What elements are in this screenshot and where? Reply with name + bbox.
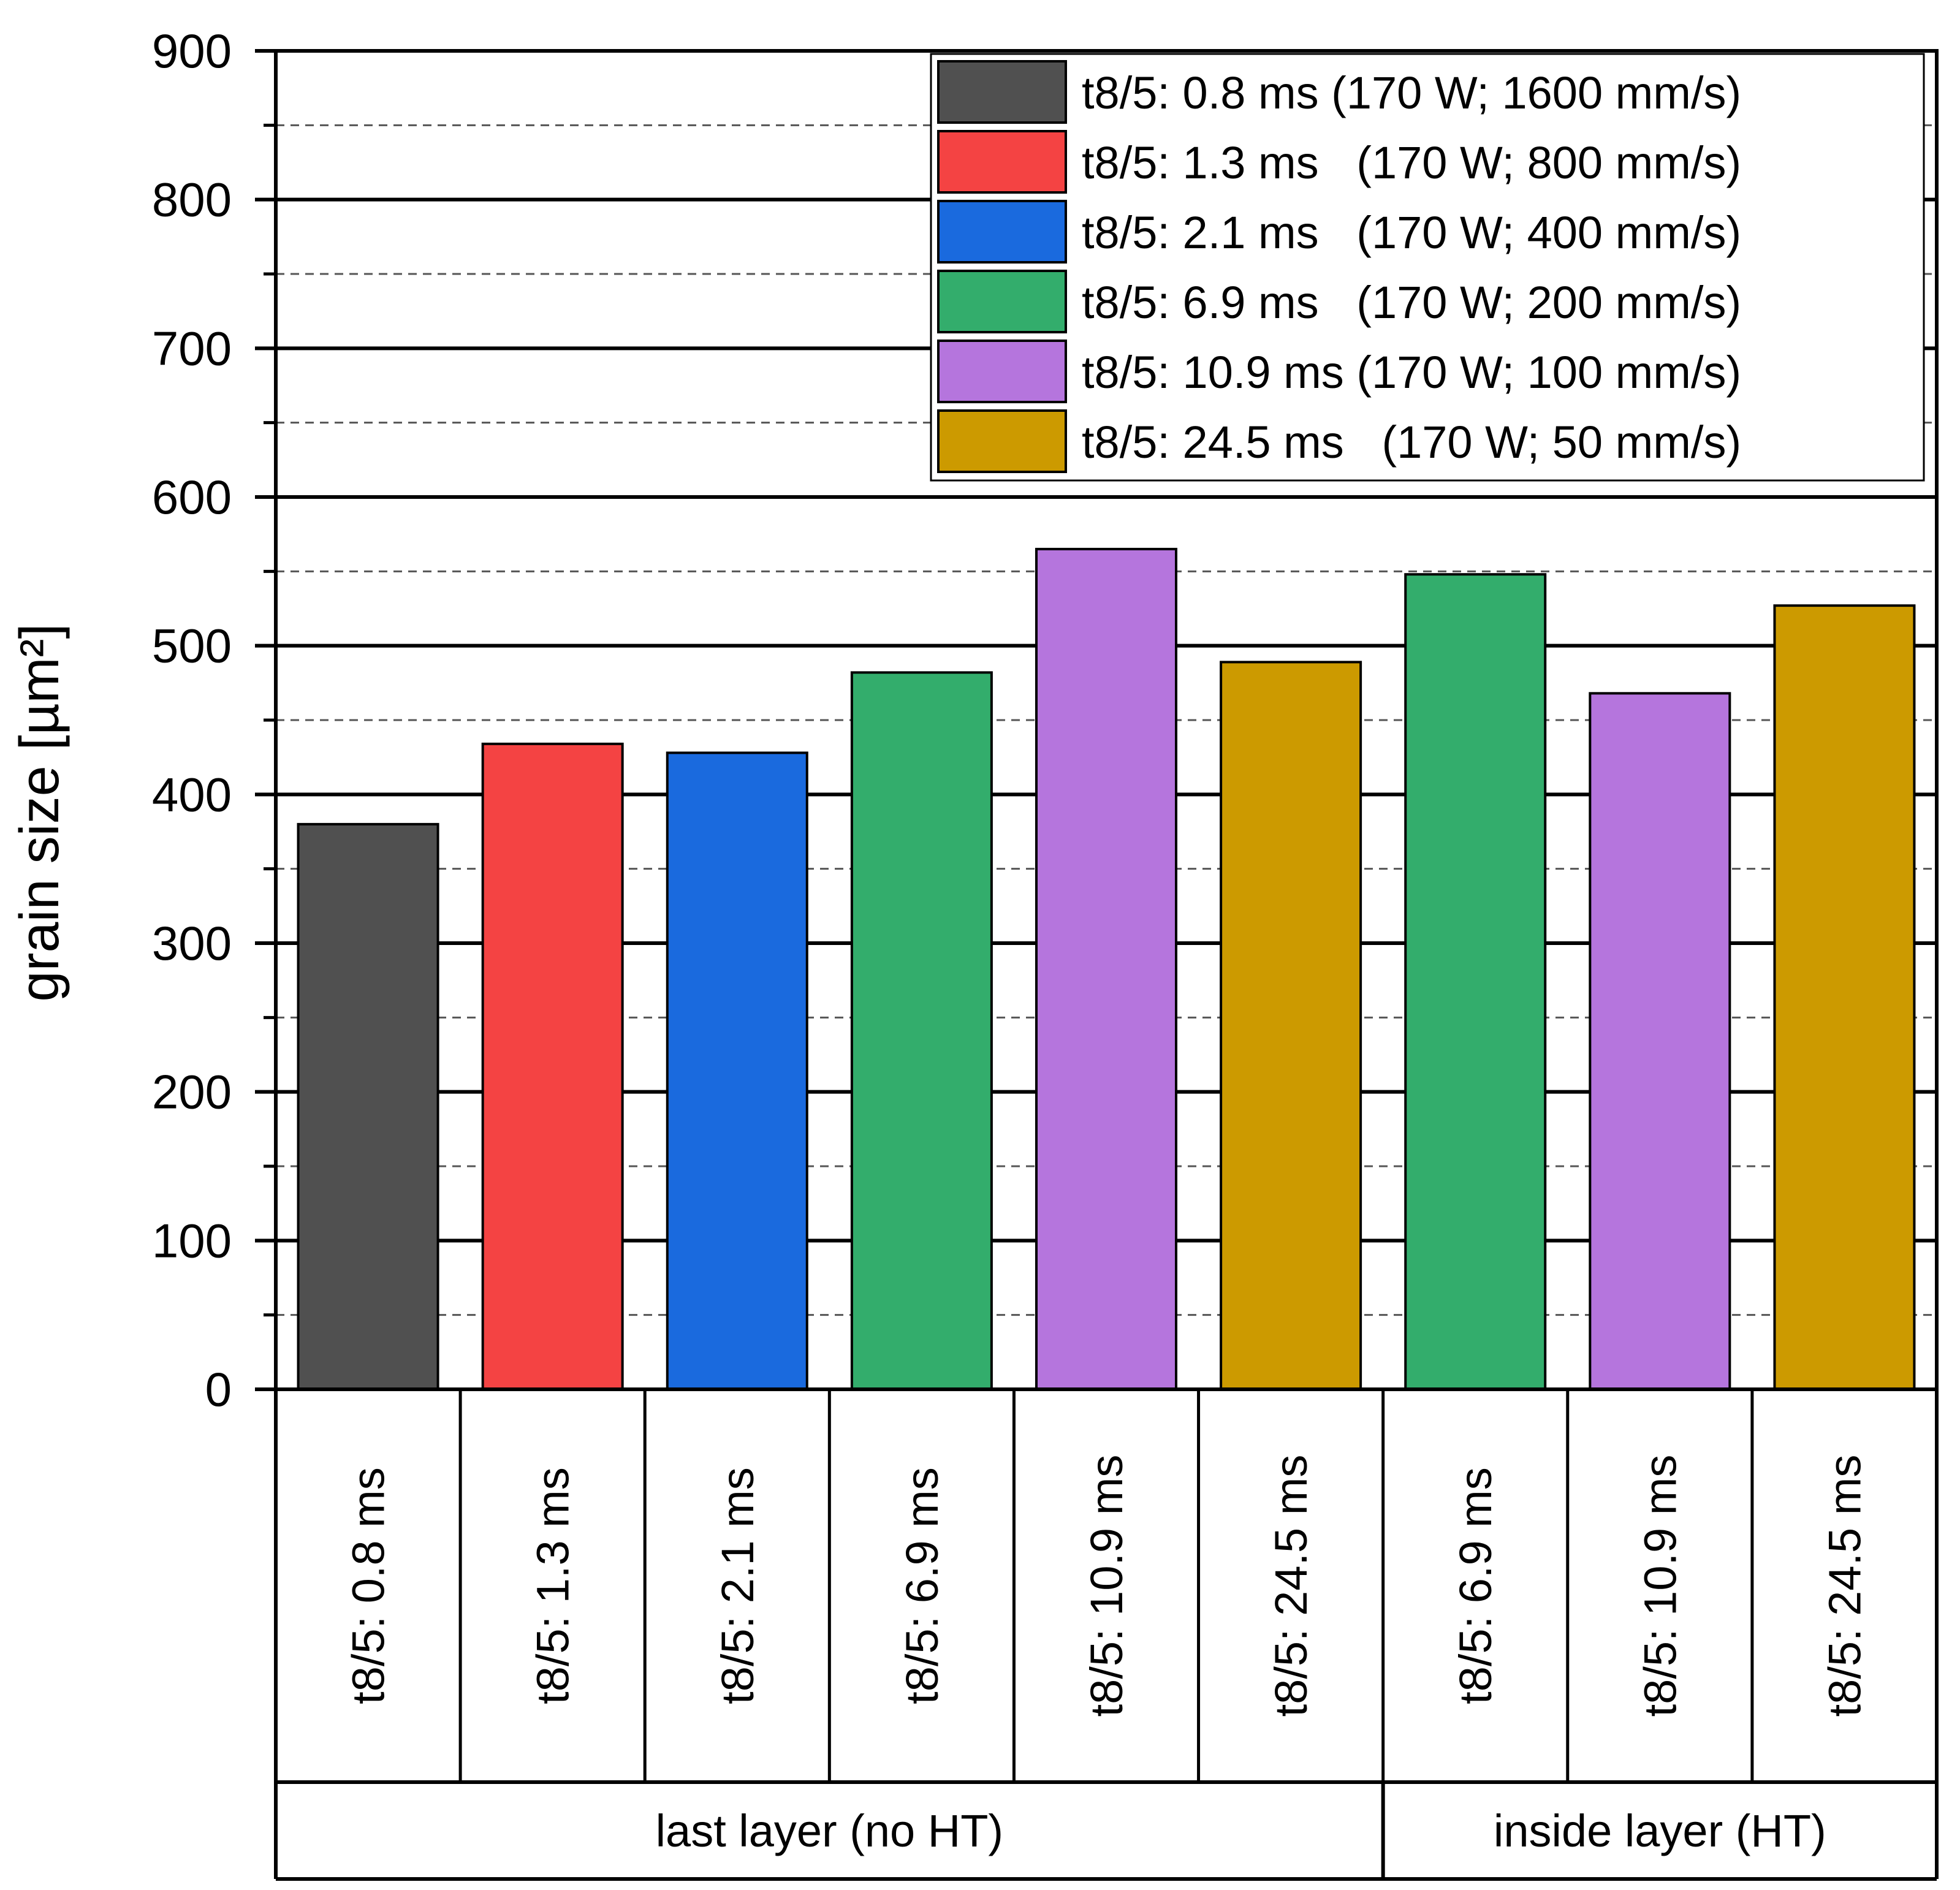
category-label: t8/5: 2.1 ms <box>712 1467 763 1704</box>
bar <box>1773 604 1916 1391</box>
legend-swatch <box>937 409 1067 473</box>
legend-label: t8/5: 0.8 ms (170 W; 1600 mm/s) <box>1082 67 1741 118</box>
legend-swatch <box>937 340 1067 403</box>
legend-swatch <box>937 130 1067 194</box>
bar <box>1404 573 1547 1391</box>
category-label: t8/5: 6.9 ms <box>897 1467 948 1704</box>
category-label: t8/5: 10.9 ms <box>1081 1455 1132 1717</box>
y-tick-label: 900 <box>152 24 232 78</box>
category-label: t8/5: 6.9 ms <box>1450 1467 1501 1704</box>
legend: t8/5: 0.8 ms (170 W; 1600 mm/s) t8/5: 1.3… <box>930 53 1925 482</box>
bars <box>297 547 1916 1391</box>
bar <box>666 751 808 1391</box>
legend-label: t8/5: 10.9 ms (170 W; 100 mm/s) <box>1082 347 1741 398</box>
legend-box <box>930 53 1925 482</box>
y-tick-label: 0 <box>205 1362 232 1416</box>
group-label: last layer (no HT) <box>656 1805 1003 1856</box>
y-tick-label: 200 <box>152 1065 232 1119</box>
y-tick-label: 100 <box>152 1213 232 1267</box>
legend-label: t8/5: 24.5 ms (170 W; 50 mm/s) <box>1082 417 1741 468</box>
legend-swatch <box>937 60 1067 124</box>
category-label: t8/5: 10.9 ms <box>1635 1455 1685 1717</box>
group-label: inside layer (HT) <box>1494 1805 1826 1856</box>
y-tick-label: 400 <box>152 767 232 821</box>
bar <box>481 742 624 1391</box>
y-tick-label: 700 <box>152 321 232 375</box>
y-tick-label: 500 <box>152 619 232 673</box>
bar <box>1220 661 1362 1391</box>
legend-swatch <box>937 200 1067 264</box>
category-label: t8/5: 0.8 ms <box>343 1467 394 1704</box>
bar <box>850 671 993 1391</box>
category-label: t8/5: 24.5 ms <box>1819 1455 1870 1717</box>
legend-label: t8/5: 1.3 ms (170 W; 800 mm/s) <box>1082 137 1741 188</box>
bar <box>297 822 439 1391</box>
legend-label: t8/5: 2.1 ms (170 W; 400 mm/s) <box>1082 207 1741 258</box>
y-tick-label: 300 <box>152 916 232 970</box>
bar <box>1589 692 1731 1391</box>
legend-swatch <box>937 270 1067 333</box>
legend-label: t8/5: 6.9 ms (170 W; 200 mm/s) <box>1082 277 1741 328</box>
axes: 0 100 200 300 400 500 600 700 800 900 <box>152 24 1939 1416</box>
category-label: t8/5: 1.3 ms <box>528 1467 579 1704</box>
category-table: t8/5: 0.8 ms t8/5: 1.3 ms t8/5: 2.1 ms t8/5… <box>274 1389 1939 1881</box>
y-tick-label: 800 <box>152 173 232 227</box>
category-label: t8/5: 24.5 ms <box>1266 1455 1316 1717</box>
y-tick-label: 600 <box>152 470 232 524</box>
y-axis-title: grain size [µm²] <box>9 624 70 1002</box>
bar <box>1035 547 1177 1391</box>
